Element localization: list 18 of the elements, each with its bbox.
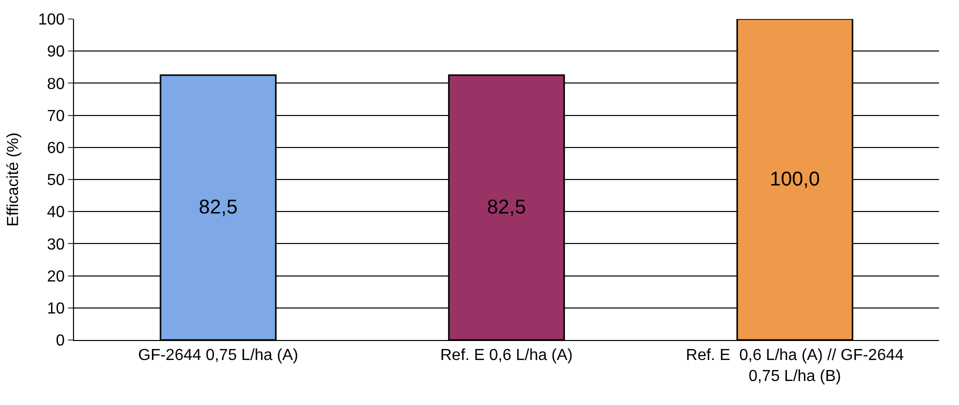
x-tick-label: GF-2644 0,75 L/ha (A) (138, 347, 298, 364)
data-label: 82,5 (198, 196, 238, 219)
y-axis-title: Efficacité (%) (4, 132, 22, 226)
y-tick-label: 40 (47, 204, 65, 222)
data-label: 100,0 (770, 168, 820, 190)
y-tick-label: 70 (47, 108, 65, 125)
y-tick-label: 60 (47, 140, 65, 157)
y-tick-label: 90 (47, 44, 65, 61)
y-tick-label: 100 (38, 12, 65, 29)
x-tick-label: Ref. E 0,6 L/ha (A) (440, 347, 573, 364)
data-label: 82,5 (487, 196, 526, 219)
y-tick-label: 20 (47, 268, 65, 286)
y-tick-label: 80 (47, 76, 65, 93)
y-tick-label: 10 (47, 300, 65, 318)
y-tick-label: 0 (56, 332, 65, 350)
x-tick-label: Ref. E 0,6 L/ha (A) // GF-2644 0,75 L/ha (B) (686, 347, 904, 385)
y-tick-label: 50 (47, 172, 65, 190)
y-tick-label: 30 (47, 236, 65, 254)
